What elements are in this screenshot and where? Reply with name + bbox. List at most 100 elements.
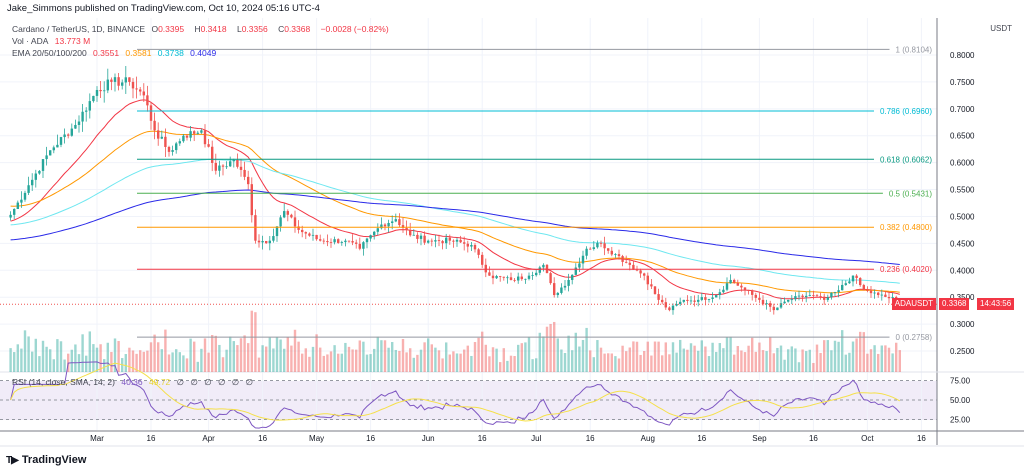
candle-body	[351, 241, 354, 243]
volume-bar	[13, 352, 16, 372]
ema20-value: 0.3551	[93, 48, 120, 58]
candle-body	[844, 283, 847, 285]
volume-bar	[837, 341, 840, 372]
candle-body	[711, 297, 714, 299]
volume-bar	[319, 347, 322, 372]
candle-body	[819, 296, 822, 297]
candle-body	[653, 286, 657, 295]
footer-brand[interactable]: T▶ TradingView	[6, 454, 86, 466]
volume-bar	[16, 344, 19, 372]
volume-bar	[9, 348, 12, 372]
last-price-tag: 0.3368	[939, 298, 970, 310]
candle-body	[628, 262, 631, 265]
volume-bar	[171, 352, 174, 372]
symbol-tag: ADAUSDT	[891, 298, 936, 310]
volume-bar	[686, 349, 689, 372]
ema-legend: EMA 20/50/100/200 0.3551 0.3581 0.3738 0…	[12, 48, 220, 58]
time-tick: Apr	[202, 434, 215, 443]
volume-bar	[211, 334, 214, 372]
candle-body	[110, 79, 113, 82]
candle-body	[23, 192, 27, 200]
candle-body	[841, 284, 844, 291]
volume-bar	[373, 348, 376, 372]
time-tick: Mar	[90, 434, 104, 443]
candle-body	[848, 281, 851, 284]
volume-bar	[131, 350, 135, 372]
volume-bar	[383, 340, 387, 372]
time-tick: Jul	[531, 434, 541, 443]
candle-body	[607, 248, 610, 251]
candle-body	[754, 294, 757, 298]
volume-bar	[895, 342, 898, 372]
volume-label[interactable]: Vol · ADA	[12, 36, 49, 46]
candle-body	[877, 292, 880, 296]
volume-bar	[232, 341, 235, 372]
volume-bar	[887, 347, 891, 372]
volume-bar	[167, 354, 171, 372]
candle-body	[549, 273, 552, 284]
volume-bar	[391, 342, 394, 372]
volume-bar	[668, 354, 671, 372]
volume-bar	[189, 338, 192, 372]
ema50-value: 0.3581	[125, 48, 152, 58]
ema-label[interactable]: EMA 20/50/100/200	[12, 48, 87, 58]
candle-body	[646, 275, 649, 285]
open-label: O	[151, 24, 159, 34]
volume-bar	[387, 347, 390, 372]
volume-bar	[427, 338, 430, 372]
volume-bar	[524, 342, 527, 372]
candle-body	[196, 132, 199, 134]
volume-bar	[20, 348, 23, 372]
volume-bar	[794, 348, 797, 372]
rsi-label[interactable]: RSI (14, close, SMA, 14, 2)	[12, 377, 115, 387]
candle-body	[67, 134, 70, 136]
rsi-sma-value: 49.72	[149, 377, 171, 387]
candle-body	[887, 296, 891, 299]
ema100-line	[10, 158, 900, 284]
candle-body	[783, 301, 786, 304]
candle-body	[481, 254, 484, 265]
volume-bar	[355, 349, 358, 372]
candle-body	[484, 264, 487, 273]
candle-body	[13, 208, 16, 215]
volume-bar	[581, 339, 585, 372]
volume-bar	[743, 352, 747, 372]
time-tick: 16	[697, 434, 706, 443]
volume-bar	[873, 345, 876, 372]
volume-bar	[394, 349, 397, 372]
candle-body	[394, 219, 397, 222]
candle-body	[293, 217, 297, 227]
volume-bar	[484, 344, 487, 372]
candle-body	[477, 249, 480, 255]
volume-bar	[196, 361, 199, 372]
candle-body	[34, 173, 37, 180]
volume-bar	[643, 351, 646, 372]
candle-body	[542, 264, 545, 268]
volume-bar	[290, 345, 293, 372]
candle-body	[88, 101, 91, 111]
candle-body	[466, 243, 469, 247]
candle-body	[675, 304, 678, 306]
candle-body	[81, 111, 84, 122]
candle-body	[639, 270, 642, 274]
candle-body	[880, 294, 883, 296]
volume-bar	[398, 350, 401, 372]
time-tick: 16	[147, 434, 156, 443]
ema200-line	[10, 189, 900, 265]
symbol-name[interactable]: Cardano / TetherUS, 1D, BINANCE	[12, 24, 146, 34]
candle-body	[283, 211, 286, 218]
candle-body	[715, 295, 718, 298]
candle-body	[743, 287, 747, 291]
volume-bar	[517, 344, 520, 372]
currency-label[interactable]: USDT	[990, 24, 1012, 33]
candle-body	[9, 214, 12, 218]
candle-body	[185, 135, 189, 138]
volume-bar	[855, 338, 858, 372]
volume-bar	[326, 354, 329, 372]
candle-body	[99, 89, 102, 92]
volume-bar	[70, 349, 73, 372]
rsi-tick: 75.00	[950, 377, 971, 386]
volume-bar	[657, 341, 660, 372]
candle-body	[38, 170, 41, 174]
